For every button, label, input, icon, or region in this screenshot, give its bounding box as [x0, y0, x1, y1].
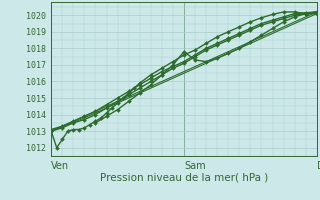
X-axis label: Pression niveau de la mer( hPa ): Pression niveau de la mer( hPa ) — [100, 172, 268, 182]
